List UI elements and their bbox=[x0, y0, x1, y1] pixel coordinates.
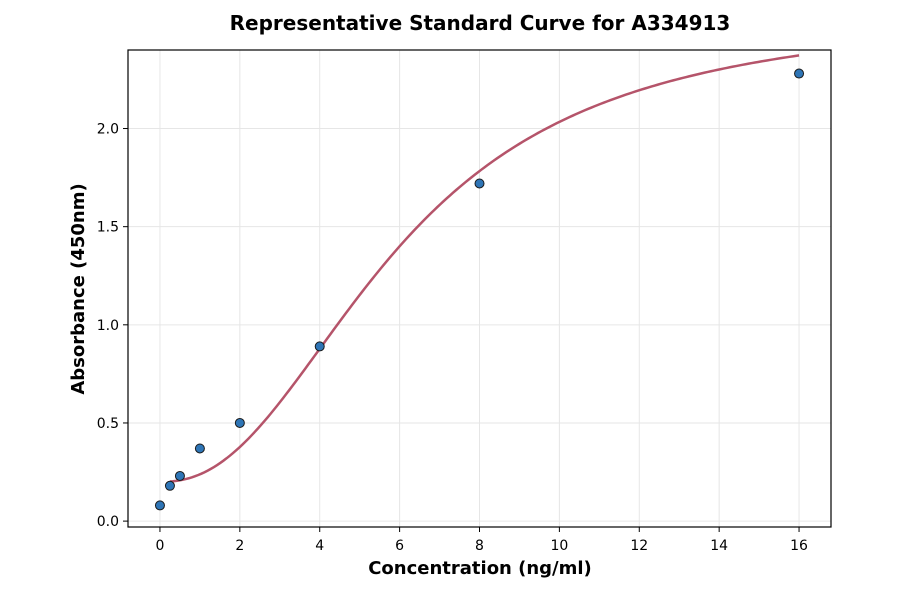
data-point bbox=[474, 178, 485, 189]
x-tick-label: 8 bbox=[475, 538, 484, 554]
x-tick-label: 4 bbox=[315, 538, 324, 554]
fit-curve bbox=[169, 54, 800, 483]
y-tick-label: 1.5 bbox=[97, 220, 119, 236]
x-tick-label: 0 bbox=[155, 538, 164, 554]
x-tick-label: 12 bbox=[630, 538, 648, 554]
x-axis-ticks: 0 2 4 6 8 10 12 14 16 bbox=[155, 527, 808, 554]
chart-title: Representative Standard Curve for A33491… bbox=[230, 11, 731, 35]
x-tick-label: 6 bbox=[395, 538, 404, 554]
data-point bbox=[314, 341, 325, 352]
y-tick-label: 0.5 bbox=[97, 416, 119, 432]
y-tick-label: 1.0 bbox=[97, 318, 119, 334]
x-tick-label: 16 bbox=[790, 538, 808, 554]
data-point bbox=[154, 500, 165, 511]
data-point bbox=[794, 68, 805, 79]
y-axis-label: Absorbance (450nm) bbox=[68, 183, 89, 394]
x-axis-label: Concentration (ng/ml) bbox=[368, 558, 592, 579]
data-point bbox=[174, 470, 185, 481]
x-tick-label: 10 bbox=[550, 538, 568, 554]
data-point bbox=[234, 417, 245, 428]
grid bbox=[128, 50, 831, 527]
x-tick-label: 14 bbox=[710, 538, 728, 554]
data-point bbox=[194, 443, 205, 454]
data-point bbox=[164, 480, 175, 491]
data-points bbox=[154, 68, 805, 511]
y-tick-label: 2.0 bbox=[97, 122, 119, 138]
x-tick-label: 2 bbox=[235, 538, 244, 554]
y-axis-ticks: 0.0 0.5 1.0 1.5 2.0 bbox=[97, 122, 128, 530]
y-tick-label: 0.0 bbox=[97, 514, 119, 530]
